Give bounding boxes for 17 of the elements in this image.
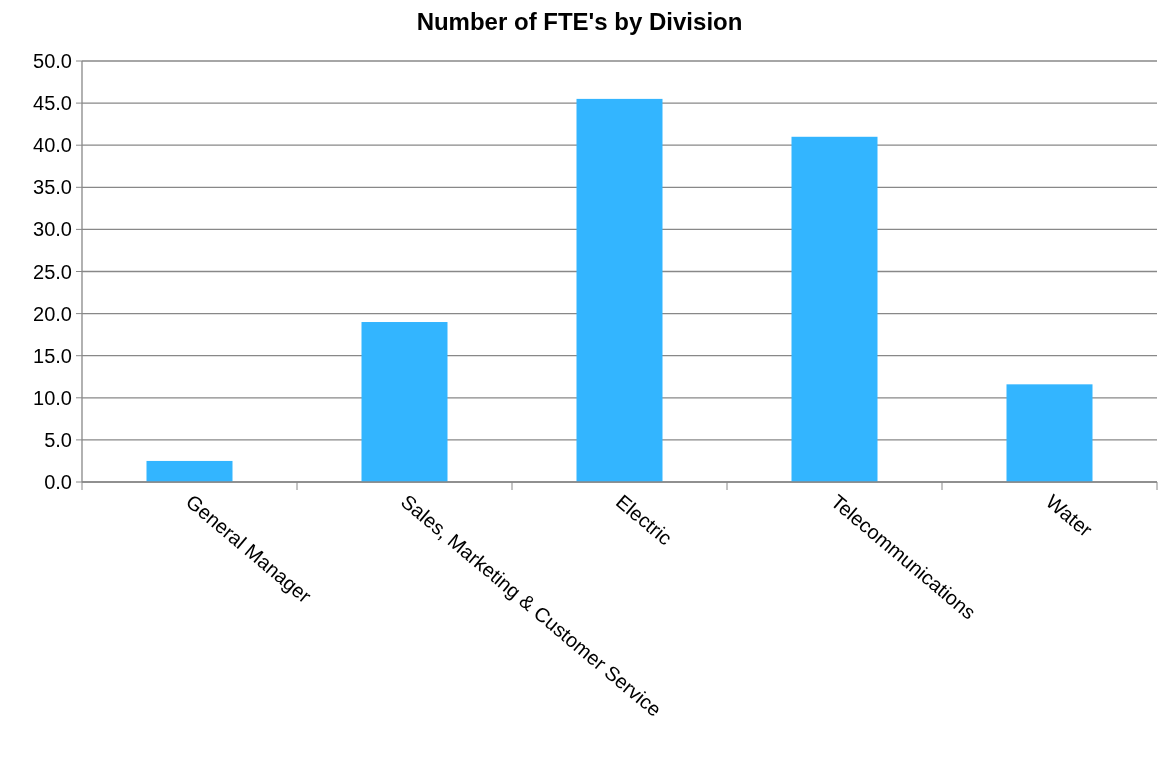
y-tick-label: 35.0 [33,176,72,199]
y-tick-label: 25.0 [33,260,72,283]
bar [576,98,663,482]
y-tick-label: 45.0 [33,92,72,115]
bar [791,136,878,482]
bar [361,322,448,482]
y-tick-label: 5.0 [44,428,72,451]
y-tick-label: 50.0 [33,50,72,72]
y-tick-label: 15.0 [33,344,72,367]
y-tick-label: 20.0 [33,302,72,325]
bar [1006,384,1093,482]
bar [146,460,233,482]
y-tick-label: 40.0 [33,134,72,157]
y-tick-label: 0.0 [44,471,72,493]
y-tick-label: 10.0 [33,386,72,409]
chart-title: Number of FTE's by Division [416,8,743,35]
y-tick-label: 30.0 [33,218,72,241]
